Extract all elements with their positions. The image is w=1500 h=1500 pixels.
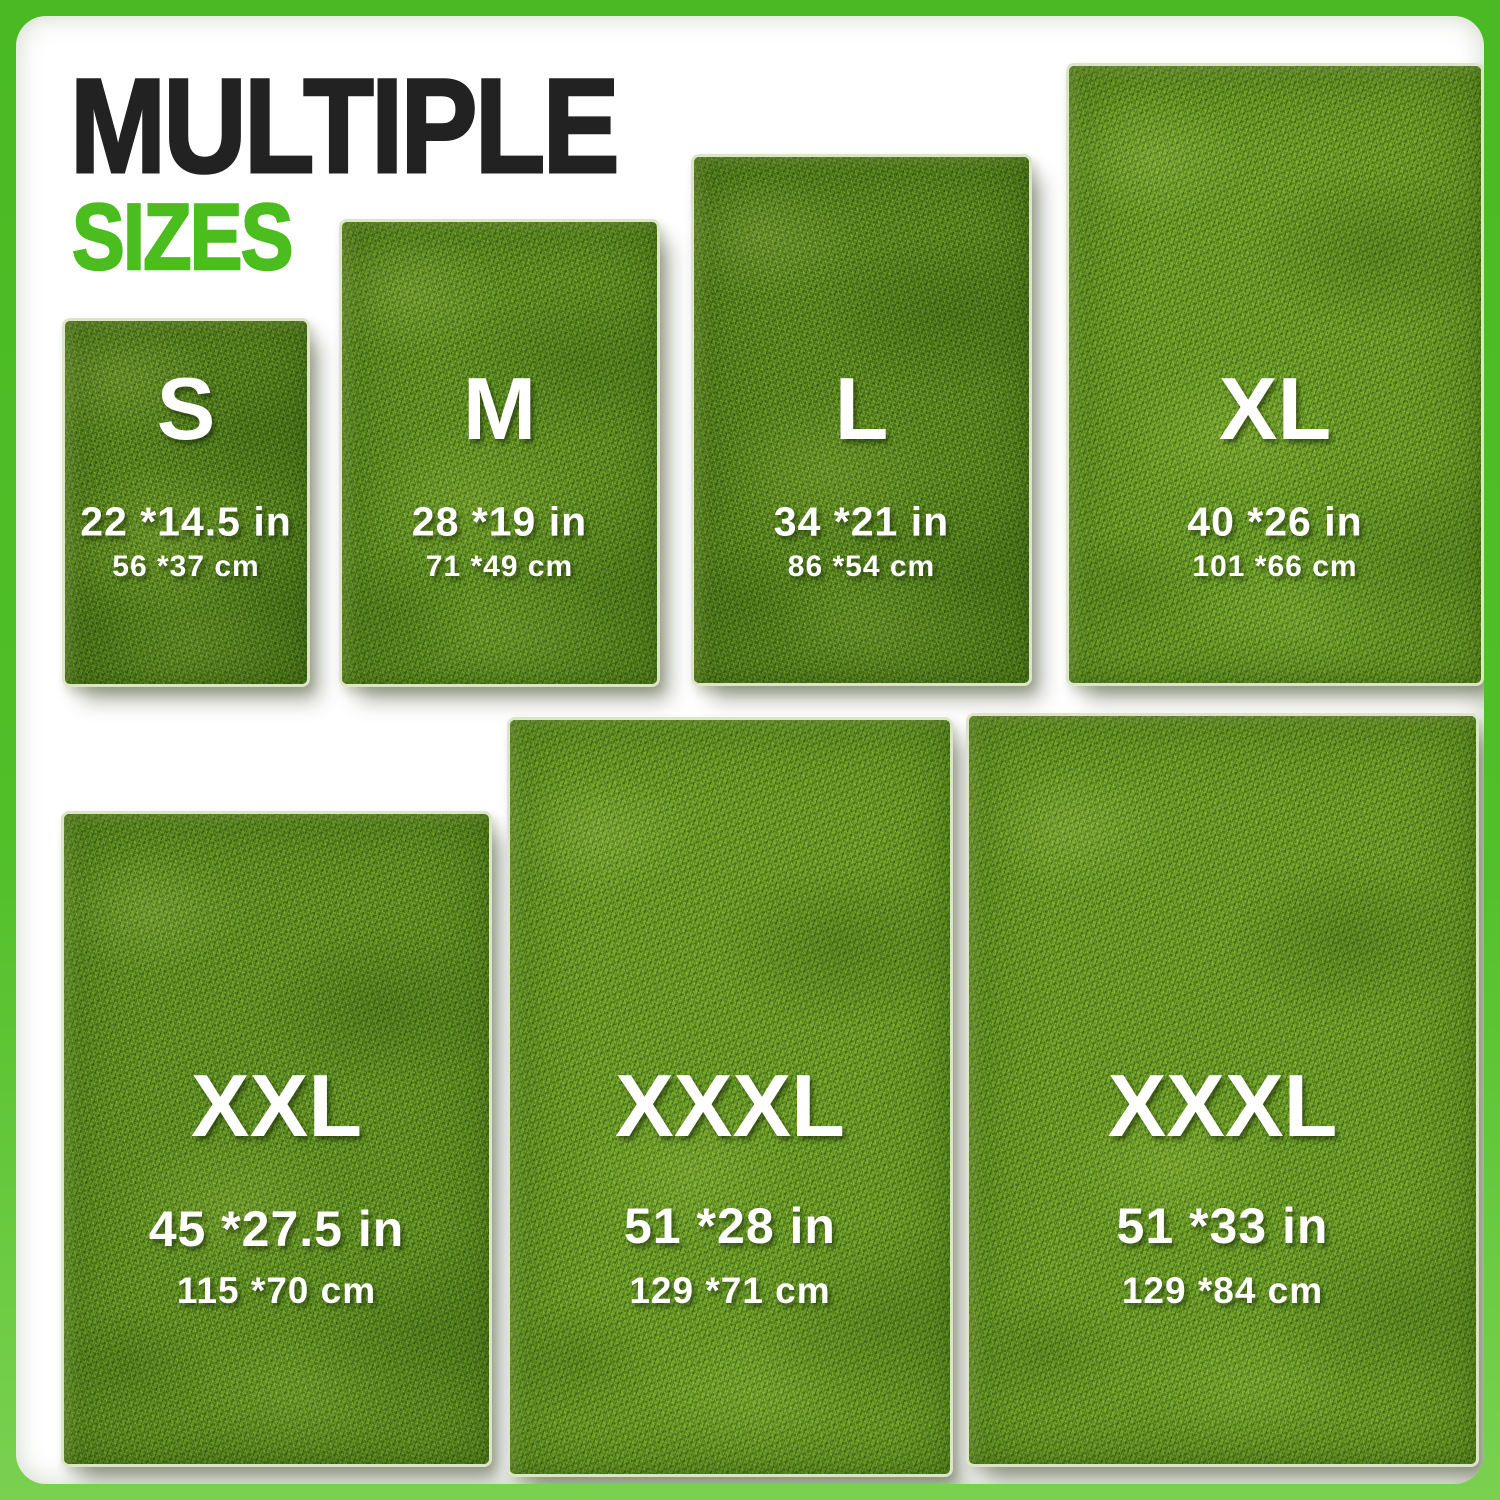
size-card-l: L 34 *21 in 86 *54 cm	[691, 154, 1032, 686]
size-label: S	[156, 359, 216, 458]
size-inches: 45 *27.5 in	[148, 1201, 405, 1257]
size-inches: 28 *19 in	[411, 498, 588, 545]
size-label: XXL	[190, 1056, 363, 1155]
size-cm: 115 *70 cm	[176, 1270, 377, 1311]
size-inches: 51 *33 in	[1116, 1198, 1329, 1254]
size-card-xxxl-1: XXXL 51 *28 in 129 *71 cm	[507, 717, 953, 1477]
size-card-xxxl-2: XXXL 51 *33 in 129 *84 cm	[966, 713, 1479, 1467]
size-inches: 22 *14.5 in	[80, 498, 292, 545]
size-label: M	[462, 359, 537, 458]
size-cm: 71 *49 cm	[425, 550, 574, 583]
size-card-xl: XL 40 *26 in 101 *66 cm	[1066, 63, 1484, 686]
size-cm: 56 *37 cm	[112, 550, 260, 583]
size-card-s: S 22 *14.5 in 56 *37 cm	[62, 318, 310, 687]
size-inches: 40 *26 in	[1187, 498, 1363, 545]
size-cm: 101 *66 cm	[1192, 550, 1358, 583]
size-label: XXXL	[615, 1056, 845, 1155]
size-cm: 129 *84 cm	[1121, 1270, 1324, 1311]
size-inches: 34 *21 in	[773, 498, 950, 545]
size-label: L	[834, 359, 889, 458]
content-area: MULTIPLE SIZES S 22 *14.5 in 56 *37 cm M…	[16, 16, 1484, 1484]
size-card-xxl: XXL 45 *27.5 in 115 *70 cm	[61, 811, 492, 1467]
size-cm: 129 *71 cm	[629, 1270, 831, 1311]
size-inches: 51 *28 in	[624, 1198, 836, 1254]
size-card-m: M 28 *19 in 71 *49 cm	[339, 219, 660, 687]
size-label: XL	[1218, 359, 1332, 458]
size-label: XXXL	[1107, 1056, 1338, 1155]
size-cm: 86 *54 cm	[787, 550, 936, 583]
page-title: MULTIPLE	[69, 52, 621, 201]
page-subtitle: SIZES	[71, 184, 295, 289]
